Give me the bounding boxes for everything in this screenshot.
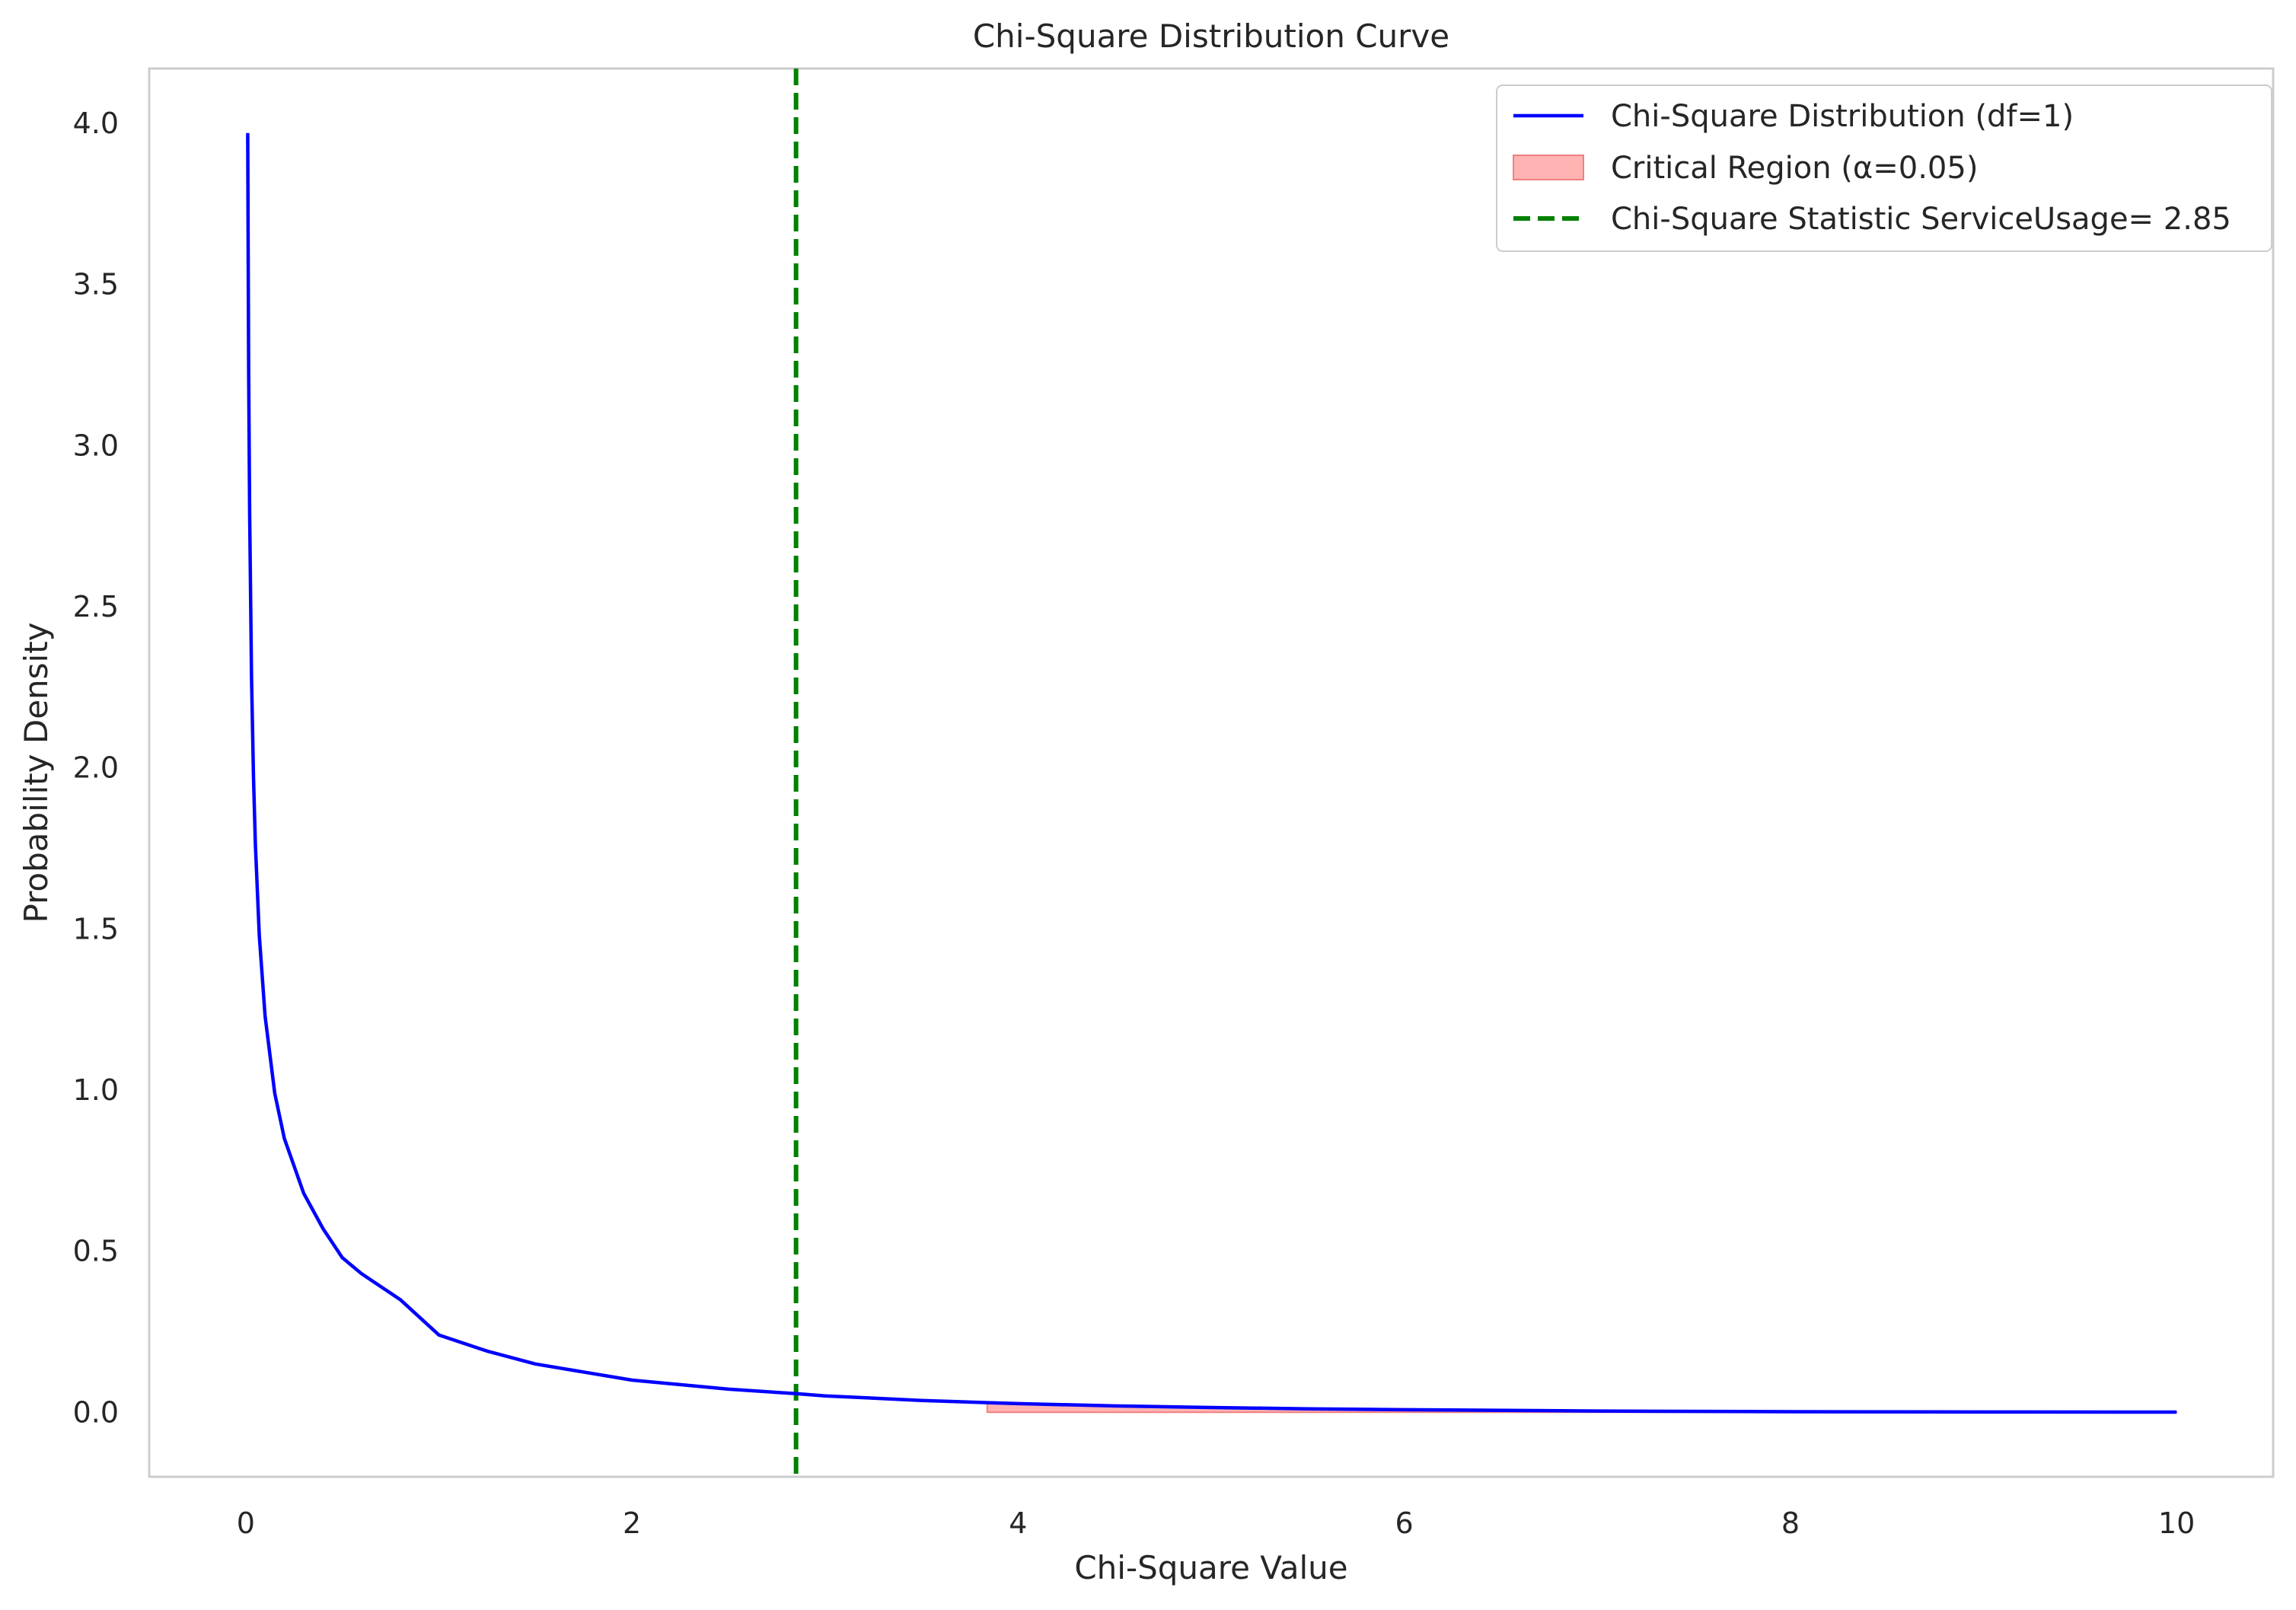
y-tick-label: 1.0 [73, 1073, 119, 1107]
y-tick-label: 0.5 [73, 1235, 119, 1268]
plot-frame [148, 67, 2275, 1478]
x-tick-label: 4 [1009, 1506, 1027, 1540]
x-tick-label: 10 [2158, 1506, 2195, 1540]
y-tick-label: 2.0 [73, 751, 119, 785]
x-axis-label: Chi-Square Value [1074, 1549, 1347, 1586]
legend-box [1496, 84, 2272, 252]
x-tick-label: 6 [1395, 1506, 1414, 1540]
y-axis-label: Probability Density [18, 622, 55, 923]
x-tick-label: 0 [237, 1506, 255, 1540]
y-tick-label: 4.0 [73, 107, 119, 140]
distribution-curve-line [246, 132, 2177, 1414]
legend-label-statistic: Chi-Square Statistic ServiceUsage= 2.85 [1611, 202, 2231, 237]
legend-swatch-critical-region [1513, 155, 1584, 180]
y-tick-label: 2.5 [73, 590, 119, 623]
distribution-curve-layer [246, 132, 2177, 1414]
y-tick-label: 3.5 [73, 268, 119, 301]
y-axis-ticks: 0.0 0.5 1.0 1.5 2.0 2.5 3.0 3.5 4.0 [73, 107, 119, 1429]
legend-label-curve: Chi-Square Distribution (df=1) [1611, 99, 2074, 134]
y-tick-label: 3.0 [73, 429, 119, 462]
x-tick-label: 2 [623, 1506, 641, 1540]
x-tick-label: 8 [1781, 1506, 1800, 1540]
legend-label-critical-region: Critical Region (α=0.05) [1611, 151, 1978, 186]
y-tick-label: 1.5 [73, 912, 119, 945]
legend: Chi-Square Distribution (df=1) Critical … [1496, 84, 2272, 252]
y-tick-label: 0.0 [73, 1395, 119, 1429]
x-axis-ticks: 0 2 4 6 8 10 [237, 1506, 2196, 1540]
chart-title: Chi-Square Distribution Curve [973, 18, 1449, 55]
